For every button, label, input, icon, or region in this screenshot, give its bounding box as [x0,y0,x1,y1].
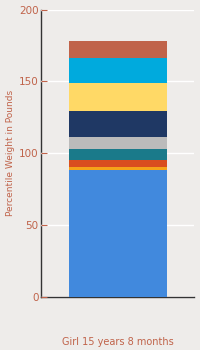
Bar [69,41,167,58]
Y-axis label: Percentile Weight in Pounds: Percentile Weight in Pounds [6,90,15,216]
Bar [69,137,167,149]
Bar [69,112,167,137]
Bar [69,149,167,160]
Text: Girl 15 years 8 months: Girl 15 years 8 months [62,337,174,347]
Bar [69,168,167,170]
Bar [69,83,167,112]
Bar [69,58,167,83]
Bar [69,170,167,297]
Bar [69,160,167,168]
